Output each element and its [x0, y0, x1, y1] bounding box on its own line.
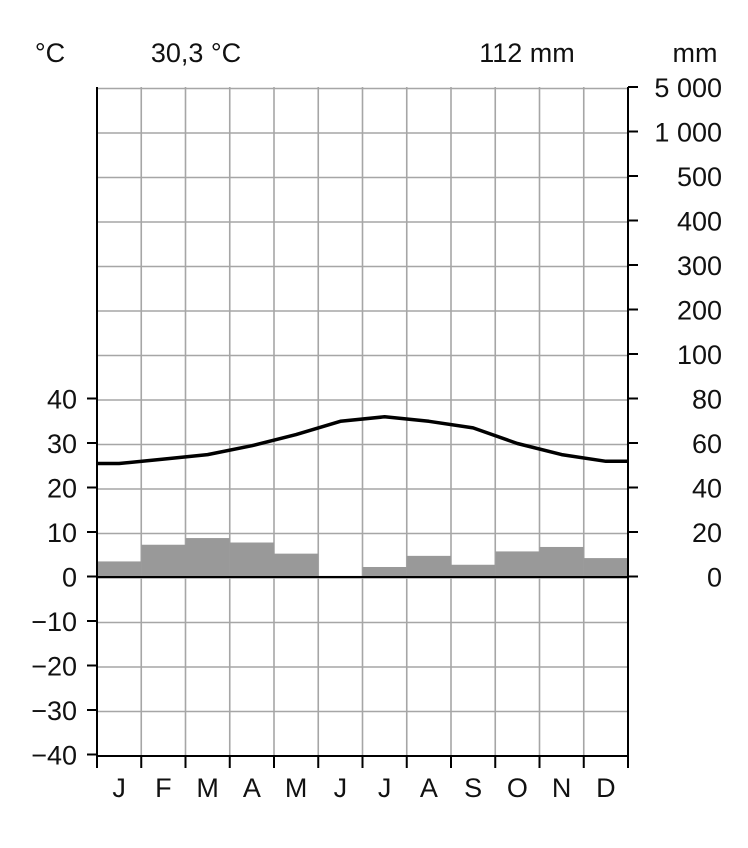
left-tick-label: −30: [31, 696, 77, 726]
month-label: J: [378, 773, 392, 803]
precipitation-bar: [141, 544, 186, 577]
right-tick-label: 500: [677, 162, 722, 192]
left-unit-label: °C: [35, 38, 65, 68]
right-tick-label: 400: [677, 207, 722, 237]
right-tick-label: 200: [677, 296, 722, 326]
month-label: J: [334, 773, 348, 803]
left-tick-label: −10: [31, 607, 77, 637]
right-tick-label: 5 000: [654, 73, 722, 103]
precipitation-bar: [451, 564, 496, 577]
precipitation-bar: [406, 555, 451, 577]
precipitation-bar: [583, 558, 628, 577]
precipitation-bar: [97, 561, 142, 577]
month-label: M: [196, 773, 219, 803]
right-tick-label: 60: [692, 429, 722, 459]
month-label: O: [507, 773, 528, 803]
month-label: N: [552, 773, 572, 803]
precipitation-bar: [539, 546, 584, 577]
month-label: S: [464, 773, 482, 803]
right-tick-label: 80: [692, 385, 722, 415]
precipitation-bar: [362, 566, 407, 577]
right-tick-label: 1 000: [654, 118, 722, 148]
temperature-series: [97, 415, 628, 466]
left-tick-label: −40: [31, 741, 77, 771]
right-tick-label: 20: [692, 518, 722, 548]
month-label: A: [243, 773, 261, 803]
precipitation-bar: [274, 553, 319, 577]
annual-precipitation-label: 112 mm: [479, 38, 575, 68]
month-label: D: [596, 773, 616, 803]
left-tick-label: 0: [62, 563, 77, 593]
left-axis-ticks: 40 30 20 10 0 −10 −20 −30 −40: [31, 385, 97, 771]
left-tick-label: 30: [47, 429, 77, 459]
right-tick-label: 40: [692, 474, 722, 504]
right-tick-label: 100: [677, 340, 722, 370]
precipitation-bar: [495, 551, 540, 577]
precipitation-bar: [185, 538, 230, 577]
month-label: M: [285, 773, 308, 803]
grid: [97, 87, 628, 757]
left-tick-label: 10: [47, 518, 77, 548]
month-label: A: [420, 773, 438, 803]
left-tick-label: −20: [31, 652, 77, 682]
mean-temperature-label: 30,3 °C: [151, 38, 241, 68]
precipitation-bars: [97, 538, 628, 577]
precipitation-bar: [229, 542, 274, 577]
right-tick-label: 0: [707, 563, 722, 593]
left-tick-label: 40: [47, 385, 77, 415]
month-label: F: [155, 773, 172, 803]
left-tick-label: 20: [47, 474, 77, 504]
right-tick-label: 300: [677, 251, 722, 281]
temperature-line: [97, 415, 628, 466]
right-unit-label: mm: [673, 38, 718, 68]
month-label: J: [112, 773, 126, 803]
